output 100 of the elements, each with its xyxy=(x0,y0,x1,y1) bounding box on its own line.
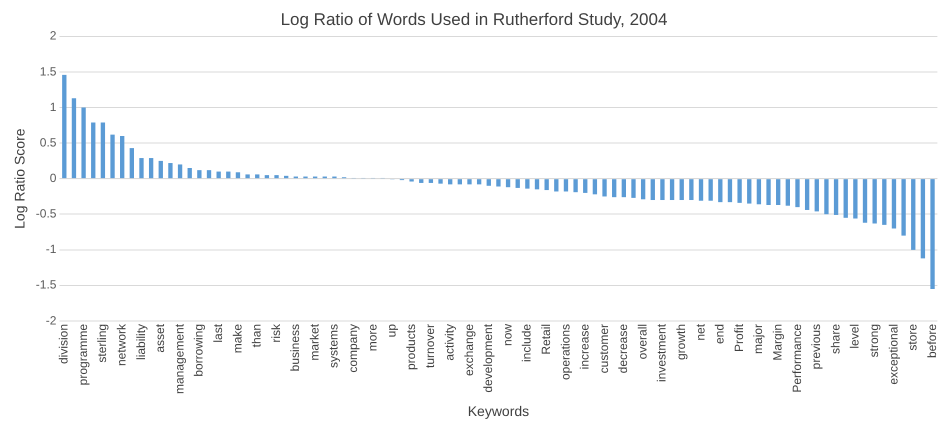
bar xyxy=(419,179,424,183)
x-tick-label: turnover xyxy=(423,324,438,368)
x-tick-label: risk xyxy=(268,322,283,343)
bar xyxy=(496,179,501,187)
bar xyxy=(698,179,704,201)
x-tick-label: last xyxy=(210,323,225,343)
bar xyxy=(130,148,134,178)
bar xyxy=(911,179,916,250)
bar xyxy=(534,179,540,190)
bar xyxy=(872,179,877,224)
y-tick-label: -2 xyxy=(46,313,57,328)
bar xyxy=(525,179,530,189)
bar xyxy=(100,122,106,178)
x-tick-label: Retail xyxy=(538,324,553,355)
bar xyxy=(718,179,722,202)
bar xyxy=(844,179,848,218)
x-tick-label: increase xyxy=(578,324,592,370)
x-tick-label: activity xyxy=(442,324,456,361)
bar xyxy=(776,179,780,205)
x-tick-label: than xyxy=(250,324,264,348)
bar xyxy=(670,179,674,200)
y-tick-label: 0.5 xyxy=(40,135,57,150)
bar xyxy=(120,136,124,178)
bar xyxy=(438,179,443,184)
x-tick-label: exchange xyxy=(462,324,476,376)
bar xyxy=(467,179,472,184)
bar xyxy=(583,179,588,193)
bar xyxy=(197,170,202,178)
x-tick-label: end xyxy=(712,324,727,344)
x-tick-label: include xyxy=(520,324,534,362)
bar xyxy=(110,134,115,178)
bar xyxy=(708,179,713,201)
bar xyxy=(756,179,762,204)
bar xyxy=(795,179,800,208)
x-tick-label: level xyxy=(848,324,862,349)
x-tick-label: previous xyxy=(809,324,824,370)
x-tick-label: before xyxy=(924,324,939,358)
bar xyxy=(486,179,491,186)
x-tick-label: business xyxy=(288,324,302,372)
bar xyxy=(168,163,173,178)
bar xyxy=(255,174,260,178)
x-tick-label: Margin xyxy=(770,324,785,361)
x-tick-label: Performance xyxy=(790,324,804,393)
x-tick-label: now xyxy=(500,324,514,346)
bar xyxy=(573,179,578,192)
bar xyxy=(516,179,520,188)
x-tick-label: products xyxy=(404,324,418,370)
y-tick-label: -0.5 xyxy=(36,206,57,221)
bar xyxy=(622,179,626,198)
y-tick-label: -1.5 xyxy=(36,278,57,292)
bar xyxy=(178,164,182,178)
bar xyxy=(814,179,819,212)
x-tick-label: net xyxy=(693,323,708,341)
bar xyxy=(892,179,896,228)
y-tick-label: -1 xyxy=(46,242,57,256)
x-tick-label: make xyxy=(230,324,244,354)
bar xyxy=(602,179,607,196)
bar xyxy=(91,122,96,178)
bar xyxy=(506,179,510,188)
bar xyxy=(680,179,684,200)
x-tick-label: network xyxy=(114,322,128,366)
x-tick-label: share xyxy=(828,324,842,354)
bar xyxy=(920,179,926,258)
x-tick-label: borrowing xyxy=(192,324,206,377)
bar xyxy=(882,179,886,225)
bar xyxy=(737,179,742,203)
bar xyxy=(728,179,732,202)
bar xyxy=(139,158,144,178)
bar xyxy=(216,172,221,178)
y-tick-label: 2 xyxy=(50,28,57,43)
y-tick-label: 1.5 xyxy=(40,64,57,78)
bar xyxy=(458,179,462,184)
bar xyxy=(206,170,212,178)
x-tick-label: growth xyxy=(674,324,688,360)
bar xyxy=(274,175,279,178)
x-tick-label: store xyxy=(906,324,920,351)
x-tick-label: exceptional xyxy=(886,324,900,385)
x-tick-label: decrease xyxy=(616,324,630,374)
bar xyxy=(786,179,790,206)
bar xyxy=(834,179,838,215)
bar xyxy=(245,174,250,178)
x-tick-label: up xyxy=(384,324,399,338)
x-tick-label: company xyxy=(346,324,360,373)
bar xyxy=(62,74,66,178)
x-tick-label: overall xyxy=(635,324,650,360)
bar xyxy=(612,179,616,198)
x-tick-label: division xyxy=(56,324,71,364)
bar xyxy=(862,179,868,223)
x-axis-title: Keywords xyxy=(468,402,530,419)
x-tick-label: development xyxy=(481,323,496,393)
x-tick-label: major xyxy=(751,324,766,354)
x-tick-label: operations xyxy=(558,324,572,380)
x-tick-label: liability xyxy=(134,324,148,360)
y-axis-title: Log Ratio Score xyxy=(11,128,28,229)
bar xyxy=(747,179,752,204)
chart-title: Log Ratio of Words Used in Rutherford Study, 2004 xyxy=(280,10,668,29)
bar xyxy=(226,172,230,178)
x-tick-label: management xyxy=(172,323,186,394)
bar xyxy=(409,179,414,182)
bar xyxy=(72,98,76,178)
